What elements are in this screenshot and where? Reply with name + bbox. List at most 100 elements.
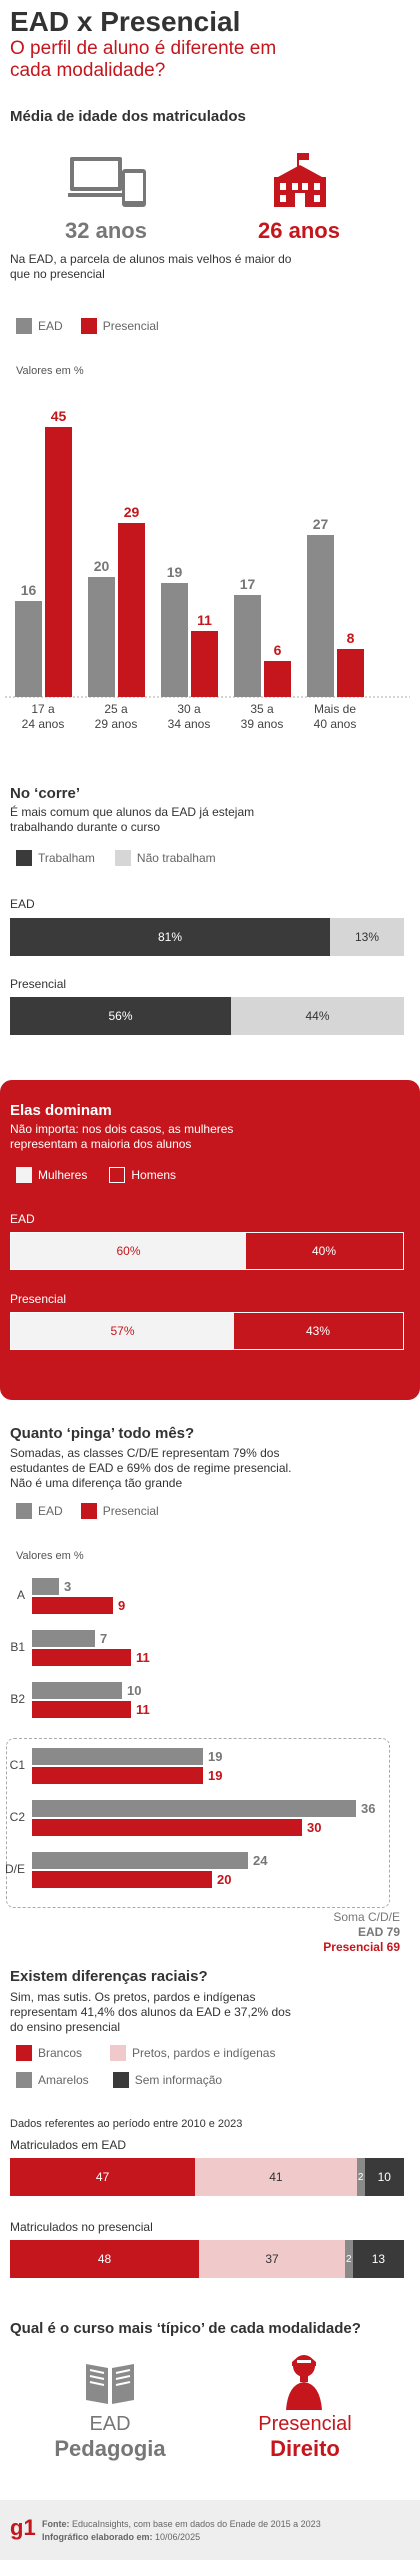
age-units: Valores em %: [16, 365, 84, 377]
bar-presencial: [118, 523, 145, 697]
bar-value-label: 27: [313, 516, 329, 532]
category-label: D/E: [5, 1862, 25, 1876]
bar-value-label: 10: [127, 1683, 141, 1698]
legend-label: EAD: [38, 319, 63, 333]
credit-text: 10/06/2025: [155, 2532, 201, 2542]
income-note: Somadas, as classes C/D/E representam 79…: [10, 1446, 292, 1490]
income-legend: EAD Presencial: [16, 1503, 159, 1519]
category-label: A: [17, 1588, 25, 1602]
bar-presencial: [264, 661, 291, 697]
age-chart: 16 45 17 a24 anos 20 29 25 a29 anos 19 11 30 a34…: [5, 408, 410, 731]
bar-value-label: 6: [274, 642, 282, 658]
category-label: 25 a: [104, 702, 128, 716]
race-bar-presencial: 48 37 2 13: [10, 2240, 404, 2278]
bar-value-label: 11: [136, 1650, 150, 1665]
race-heading: Existem diferenças raciais?: [10, 1968, 208, 1985]
bar-value-label: 45: [51, 408, 67, 424]
g1-logo: g1: [10, 2515, 36, 2540]
women-legend: Mulheres Homens: [16, 1167, 176, 1183]
legend-swatch-amarelos: [16, 2072, 32, 2088]
bar-value-label: 7: [100, 1631, 107, 1646]
race-row-label: Matriculados no presencial: [10, 2220, 153, 2234]
race-seg-amarelos: 2: [344, 2240, 353, 2278]
category-label: 34 anos: [168, 717, 211, 731]
book-icon: [82, 2358, 138, 2413]
race-seg-sem-informacao: 10: [364, 2158, 404, 2196]
income-units: Valores em %: [16, 1550, 84, 1562]
cde-sum-ead: EAD 79: [357, 1925, 400, 1939]
work-bar-presencial: 56% 44%: [10, 997, 404, 1035]
bar-ead: [307, 535, 334, 697]
bar-value-label: 20: [94, 558, 110, 574]
category-label: Mais de: [314, 702, 356, 716]
cde-sum: Soma C/D/E EAD 79 Presencial 69: [260, 1910, 400, 1955]
work-row-label: EAD: [10, 897, 35, 911]
women-seg-mulheres: 57%: [11, 1313, 234, 1349]
devices-icon: [68, 155, 148, 215]
legend-swatch-trabalham: [16, 850, 32, 866]
bar-value-label: 36: [361, 1801, 375, 1816]
category-label: 35 a: [250, 702, 274, 716]
credit-label: Infográfico elaborado em:: [42, 2532, 153, 2542]
race-seg-ppi: 41: [195, 2158, 357, 2196]
work-row-label: Presencial: [10, 977, 67, 991]
legend-swatch-ppi: [110, 2045, 127, 2061]
bar-value-label: 19: [208, 1768, 222, 1783]
page-title: EAD x Presencial: [10, 6, 241, 37]
bar-presencial: [32, 1649, 131, 1666]
category-label: C1: [10, 1758, 26, 1772]
work-seg-nao-trabalham: 44%: [231, 997, 404, 1035]
bar-value-label: 11: [197, 612, 212, 628]
race-bar-ead: 47 41 2 10: [10, 2158, 404, 2196]
age-heading: Média de idade dos matriculados: [10, 108, 246, 125]
race-row-label: Matriculados em EAD: [10, 2138, 127, 2152]
bar-value-label: 29: [124, 504, 140, 520]
bar-value-label: 3: [64, 1579, 71, 1594]
bar-presencial: [45, 427, 72, 697]
legend-swatch-brancos: [16, 2045, 32, 2061]
bar-ead: [32, 1682, 122, 1699]
legend-swatch-sem-informacao: [112, 2072, 129, 2088]
work-seg-nao-trabalham: 13%: [330, 918, 404, 956]
race-seg-brancos: 47: [10, 2158, 196, 2196]
bar-ead: [15, 601, 42, 697]
bar-ead: [234, 595, 261, 697]
bar-value-label: 19: [167, 564, 183, 580]
legend-label: Brancos: [38, 2046, 83, 2060]
course-heading: Qual é o curso mais ‘típico’ de cada mod…: [10, 2320, 361, 2337]
category-label: 40 anos: [314, 717, 357, 731]
legend-label: Trabalham: [38, 851, 95, 865]
legend-swatch-mulheres: [16, 1167, 32, 1183]
race-legend-row1: Brancos Pretos, pardos e indígenas: [16, 2045, 275, 2061]
bar-value-label: 30: [307, 1820, 321, 1835]
bar-value-label: 9: [118, 1598, 125, 1613]
justice-icon: [278, 2352, 330, 2417]
income-chart: A 3 9 B1 7 11 B2 10 11 C1 19 19 C2 36 30 D/E 24 20: [5, 1578, 375, 1888]
age-legend: EAD Presencial: [16, 318, 159, 334]
women-row-label: EAD: [10, 1212, 35, 1226]
school-icon: [270, 153, 330, 214]
legend-label: Homens: [131, 1168, 177, 1182]
work-seg-trabalham: 56%: [10, 997, 231, 1035]
bar-presencial: [32, 1819, 302, 1836]
work-bar-ead: 81% 13%: [10, 918, 404, 956]
ead-age-value: 32 anos: [65, 218, 147, 243]
work-seg-trabalham: 81%: [10, 918, 330, 956]
legend-swatch-homens: [109, 1167, 126, 1183]
women-note: Não importa: nos dois casos, as mulheres…: [10, 1122, 234, 1151]
course-ead-label: EAD: [89, 2413, 131, 2435]
bar-ead: [32, 1578, 59, 1595]
women-row-label: Presencial: [10, 1292, 67, 1306]
bar-presencial: [337, 649, 364, 697]
cde-sum-presencial: Presencial 69: [323, 1940, 400, 1954]
bar-ead: [32, 1852, 248, 1869]
legend-label: Presencial: [102, 1504, 159, 1518]
race-note: Sim, mas sutis. Os pretos, pardos e indí…: [10, 1990, 291, 2034]
bar-presencial: [191, 631, 218, 697]
legend-label: Sem informação: [134, 2073, 223, 2087]
source-label: Fonte:: [42, 2519, 70, 2529]
bar-value-label: 24: [253, 1853, 268, 1868]
category-label: C2: [10, 1810, 26, 1824]
work-note: É mais comum que alunos da EAD já esteja…: [10, 805, 255, 834]
bar-value-label: 8: [347, 630, 355, 646]
